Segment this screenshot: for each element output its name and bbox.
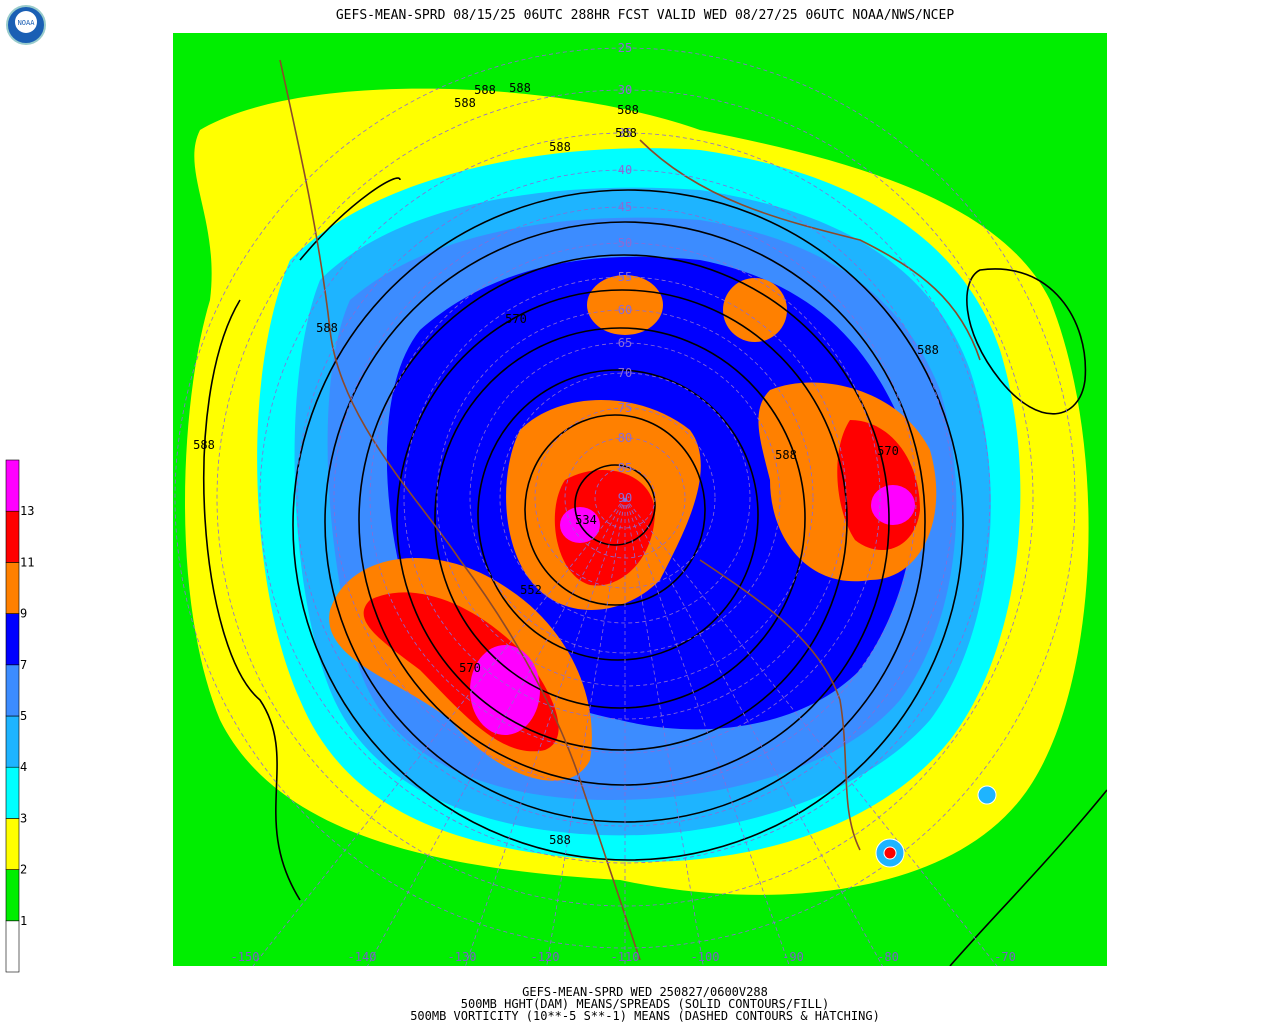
contour-label: 588 [775,448,797,462]
colorbar-swatch [5,869,20,922]
colorbar-label: 5 [20,709,27,723]
colorbar-label: 13 [20,504,34,518]
footer-line: 500MB VORTICITY (10**-5 S**-1) MEANS (DA… [410,1009,880,1023]
logo-text: NOAA [18,19,36,27]
header-title: GEFS-MEAN-SPRD 08/15/25 06UTC 288HR FCST… [336,8,954,23]
colorbar-swatch [5,664,20,717]
contour-label: 588 [454,96,476,110]
contour-label: 588 [549,140,571,154]
latitude-circle [259,132,991,864]
latitude-circle [403,276,847,720]
colorbar-label: 1 [20,914,27,928]
latitude-label: 35 [618,126,632,140]
latitude-circle [534,407,716,589]
latitude-label: 40 [618,163,632,177]
colorbar-label: 4 [20,760,27,774]
latitude-circle [469,342,781,654]
latitude-circle [296,169,954,827]
latitude-label: 75 [618,401,632,415]
colorbar-label: 2 [20,863,27,877]
colorbar-label: 7 [20,658,27,672]
contour-label: 588 [615,126,637,140]
latitude-label: 70 [618,366,632,380]
latitude-label: 60 [618,303,632,317]
latitude-label: 80 [618,431,632,445]
latitude-label: 85 [618,461,632,475]
colorbar-swatch [5,766,20,819]
colorbar-swatch [5,562,20,614]
latitude-circle [436,309,814,687]
latitude-label: 25 [618,41,632,55]
longitude-label: -120 [531,950,560,964]
meridian [465,497,626,966]
colorbar-swatch [5,613,20,666]
contour-label: 588 [617,103,639,117]
latitude-label: 55 [618,270,632,284]
coastlines [279,59,981,961]
noaa-logo: NOAA [6,5,46,45]
latitude-circle [174,47,1076,949]
colorbar-label: 11 [20,555,34,569]
tropical-features [875,785,997,868]
colorbar-label: 3 [20,811,27,825]
longitude-label: -110 [611,950,640,964]
map-labels: 25 30 35 40 45 50 55 60 65 70 75 80 85 90 -150 -140 -130… [193,41,1016,964]
contour-label: 552 [520,583,542,597]
footer-line: GEFS-MEAN-SPRD WED 250827/0600V288 [522,985,768,999]
lat-lon-grid [174,47,1076,966]
contour-label: 588 [549,833,571,847]
colorbar-swatch [5,715,20,768]
colorbar: 1 2 3 4 5 7 9 11 13 [5,459,34,973]
longitude-label: -130 [448,950,477,964]
colorbar-swatch [5,818,20,870]
meridian [624,497,883,966]
meridian [624,497,790,966]
longitude-label: -140 [348,950,377,964]
latitude-label: 30 [618,83,632,97]
contour-label: 570 [877,444,899,458]
contour-label: 534 [575,513,597,527]
contour-label: 588 [917,343,939,357]
latitude-label: 45 [618,200,632,214]
colorbar-swatch [5,510,20,563]
contour-label: 588 [193,438,215,452]
contour-label: 588 [474,83,496,97]
latitude-circle [594,467,656,529]
longitude-label: -70 [994,950,1016,964]
footer-line: 500MB HGHT(DAM) MEANS/SPREADS (SOLID CON… [461,997,829,1011]
longitude-label: -150 [231,950,260,964]
contour-label: 588 [509,81,531,95]
latitude-label: 90 [618,491,632,505]
colorbar-label: 9 [20,607,27,621]
colorbar-swatch [5,920,20,973]
meridian [546,497,626,966]
longitude-label: -100 [691,950,720,964]
colorbar-swatch [5,459,20,512]
meridian [624,497,998,966]
longitude-label: -90 [782,950,804,964]
map [173,33,1107,966]
meridian [624,497,704,966]
latitude-label: 50 [618,236,632,250]
contour-label: 588 [316,321,338,335]
contour-label: 570 [459,661,481,675]
contour-label: 570 [505,312,527,326]
meridian [252,497,626,966]
latitude-circle [499,372,751,624]
longitude-label: -80 [877,950,899,964]
latitude-label: 65 [618,336,632,350]
meridian [367,497,626,966]
